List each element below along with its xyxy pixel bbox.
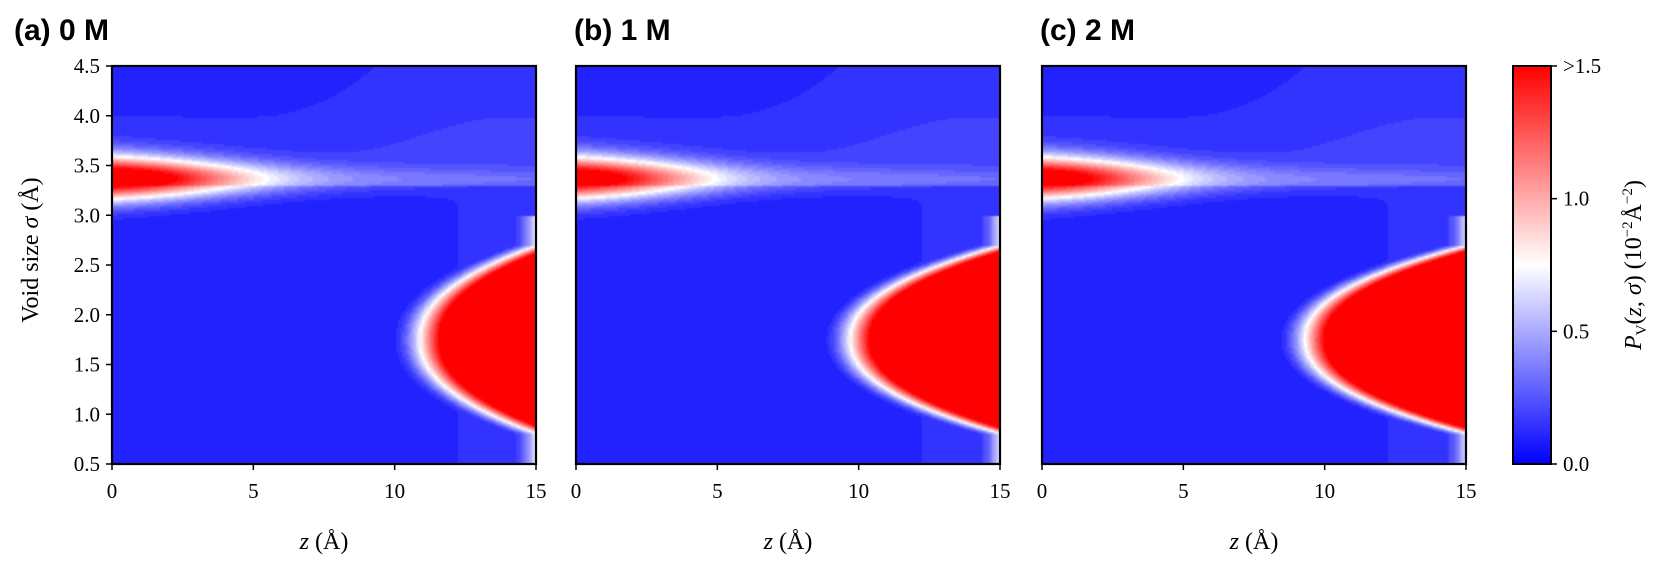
colorbar-tick-label: 1.0 [1563,187,1589,211]
colorbar-tick-label: >1.5 [1563,54,1601,78]
plot-frame [1040,64,1468,466]
x-axis-label: z (Å) [1229,529,1279,555]
panel-0: (a) 0 M 0 5 10 15 z (Å) 0.5 1.0 1.5 2.0 2.5 3.0 3.5 4… [14,14,547,555]
x-tick-label: 5 [712,479,723,503]
colorbar: 0.0 0.5 1.0 >1.5 PV(z, σ) (10−2Å−2) [1512,54,1650,476]
y-tick-label: 3.5 [74,154,100,178]
colorbar-tick-label: 0.0 [1563,452,1589,476]
x-tick-label: 0 [107,479,118,503]
heatmap-image [112,66,536,464]
x-tick-label: 10 [384,479,405,503]
plot-frame [574,64,1002,466]
y-tick-label: 4.0 [74,104,100,128]
y-tick-label: 2.5 [74,253,100,277]
panel-label: (a) 0 M [14,14,109,47]
x-tick-label: 10 [1314,479,1335,503]
panel-1: (b) 1 M 0 5 10 15 z (Å) [571,14,1011,555]
x-tick-label: 15 [526,479,547,503]
x-axis-label: z (Å) [299,529,349,555]
heatmap-image [576,66,1000,464]
colorbar-tick-label: 0.5 [1563,319,1589,343]
panels: (a) 0 M 0 5 10 15 z (Å) 0.5 1.0 1.5 2.0 2.5 3.0 3.5 4… [14,14,1477,555]
y-tick-label: 2.0 [74,303,100,327]
y-tick-label: 0.5 [74,452,100,476]
colorbar-gradient [1512,65,1552,465]
x-tick-label: 10 [848,479,869,503]
x-tick-label: 0 [571,479,582,503]
y-axis-label: Void size σ (Å) [18,177,44,322]
y-tick-label: 3.0 [74,203,100,227]
x-tick-label: 5 [1178,479,1189,503]
colorbar-label: PV(z, σ) (10−2Å−2) [1620,180,1650,351]
y-tick-label: 1.0 [74,402,100,426]
x-tick-label: 5 [248,479,259,503]
y-tick-label: 1.5 [74,353,100,377]
y-tick-label: 4.5 [74,54,100,78]
x-tick-label: 15 [990,479,1011,503]
panel-label: (b) 1 M [574,14,671,47]
panel-label: (c) 2 M [1040,14,1135,47]
panel-2: (c) 2 M 0 5 10 15 z (Å) [1037,14,1477,555]
x-axis-label: z (Å) [763,529,813,555]
x-tick-label: 0 [1037,479,1048,503]
x-tick-label: 15 [1456,479,1477,503]
heatmap-image [1042,66,1466,464]
